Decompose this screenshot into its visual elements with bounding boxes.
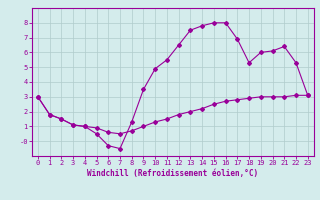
X-axis label: Windchill (Refroidissement éolien,°C): Windchill (Refroidissement éolien,°C) [87,169,258,178]
